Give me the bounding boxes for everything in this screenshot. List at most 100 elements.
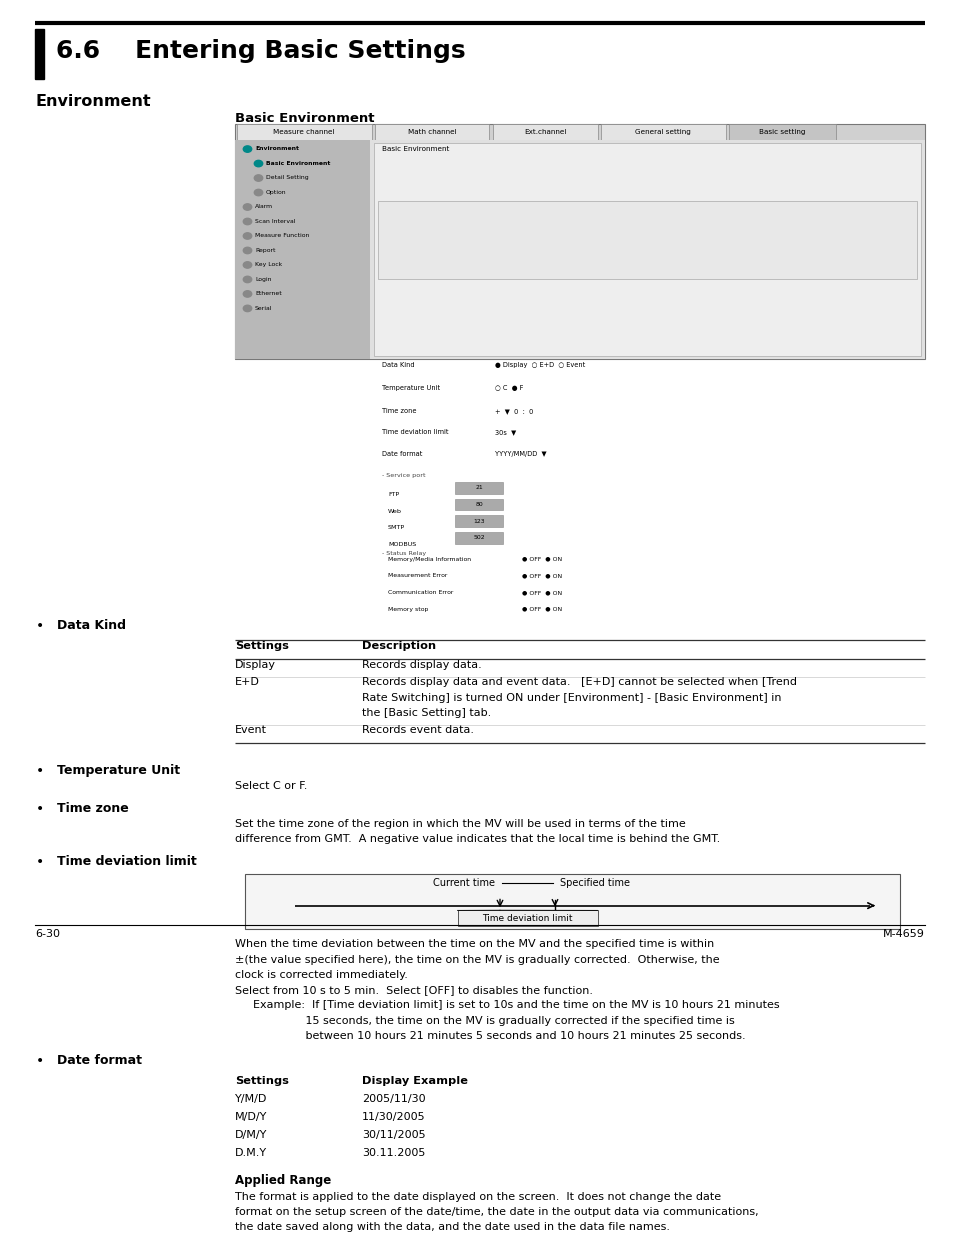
- Circle shape: [254, 189, 262, 195]
- Text: M-4659: M-4659: [882, 930, 924, 940]
- Bar: [455, 532, 502, 543]
- Text: Web: Web: [388, 509, 401, 514]
- Text: When the time deviation between the time on the MV and the specified time is wit: When the time deviation between the time…: [234, 940, 714, 950]
- Circle shape: [243, 232, 252, 240]
- Text: Settings: Settings: [234, 641, 289, 651]
- Circle shape: [243, 219, 252, 225]
- Text: D.M.Y: D.M.Y: [234, 1147, 267, 1158]
- Text: Measurement Error: Measurement Error: [388, 573, 447, 578]
- Bar: [599, 125, 724, 141]
- Text: 30s  ▼: 30s ▼: [495, 430, 516, 435]
- Text: Settings: Settings: [234, 1076, 289, 1086]
- Text: Memory stop: Memory stop: [388, 606, 428, 611]
- Text: Alarm: Alarm: [254, 204, 273, 209]
- Text: Data Kind: Data Kind: [381, 362, 415, 368]
- Bar: [457, 910, 597, 925]
- Text: Time zone: Time zone: [381, 408, 416, 414]
- Text: Login: Login: [254, 277, 272, 282]
- Text: Data Kind: Data Kind: [57, 619, 126, 632]
- Text: between 10 hours 21 minutes 5 seconds and 10 hours 21 minutes 25 seconds.: between 10 hours 21 minutes 5 seconds an…: [253, 1031, 745, 1041]
- Text: 30/11/2005: 30/11/2005: [361, 1130, 425, 1140]
- Text: Display Example: Display Example: [361, 1076, 468, 1086]
- Text: Example:  If [Time deviation limit] is set to 10s and the time on the MV is 10 h: Example: If [Time deviation limit] is se…: [253, 1000, 779, 1010]
- Text: •: •: [36, 764, 44, 778]
- Text: Basic setting: Basic setting: [758, 130, 804, 136]
- Text: Math channel: Math channel: [407, 130, 456, 136]
- Bar: [375, 125, 489, 141]
- Text: - Status Relay: - Status Relay: [381, 551, 426, 556]
- Text: MODBUS: MODBUS: [388, 542, 416, 547]
- Text: Measure Function: Measure Function: [254, 233, 309, 238]
- Text: 2005/11/30: 2005/11/30: [361, 1094, 425, 1104]
- Text: Set the time zone of the region in which the MV will be used in terms of the tim: Set the time zone of the region in which…: [234, 819, 685, 829]
- Text: Report: Report: [254, 247, 275, 253]
- Text: Basic Environment: Basic Environment: [381, 147, 449, 152]
- Text: ● OFF  ● ON: ● OFF ● ON: [521, 606, 561, 611]
- Text: ● OFF  ● ON: ● OFF ● ON: [521, 557, 561, 562]
- Bar: [234, 141, 370, 359]
- Text: Option: Option: [266, 190, 286, 195]
- Bar: [377, 201, 916, 279]
- Bar: [455, 482, 502, 494]
- Text: Select C or F.: Select C or F.: [234, 781, 307, 790]
- Bar: [370, 141, 924, 359]
- Text: Measure channel: Measure channel: [273, 130, 335, 136]
- Text: clock is corrected immediately.: clock is corrected immediately.: [234, 969, 408, 979]
- Text: FTP: FTP: [388, 492, 399, 496]
- Text: the [Basic Setting] tab.: the [Basic Setting] tab.: [361, 708, 491, 718]
- Text: 6.6    Entering Basic Settings: 6.6 Entering Basic Settings: [56, 38, 465, 63]
- Text: the date saved along with the data, and the date used in the data file names.: the date saved along with the data, and …: [234, 1223, 669, 1233]
- Text: The format is applied to the date displayed on the screen.  It does not change t: The format is applied to the date displa…: [234, 1192, 720, 1202]
- Text: Detail Setting: Detail Setting: [266, 175, 309, 180]
- Bar: [492, 125, 597, 141]
- Text: Basic Environment: Basic Environment: [234, 112, 375, 125]
- Text: 502: 502: [473, 536, 484, 541]
- Bar: [35, 28, 44, 79]
- Text: format on the setup screen of the date/time, the date in the output data via com: format on the setup screen of the date/t…: [234, 1207, 758, 1216]
- Text: Display: Display: [234, 659, 275, 669]
- Text: YYYY/MM/DD  ▼: YYYY/MM/DD ▼: [495, 451, 546, 457]
- Text: D/M/Y: D/M/Y: [234, 1130, 267, 1140]
- Text: Environment: Environment: [35, 94, 151, 109]
- Text: Basic Environment: Basic Environment: [266, 161, 330, 165]
- Text: Ethernet: Ethernet: [254, 291, 281, 296]
- Text: 21: 21: [475, 485, 482, 490]
- Text: •: •: [36, 619, 44, 634]
- Text: Time deviation limit: Time deviation limit: [57, 856, 196, 868]
- Text: •: •: [36, 856, 44, 869]
- Text: Key Lock: Key Lock: [254, 262, 282, 267]
- Circle shape: [243, 305, 252, 311]
- Circle shape: [243, 204, 252, 210]
- Text: 15 seconds, the time on the MV is gradually corrected if the specified time is: 15 seconds, the time on the MV is gradua…: [253, 1015, 734, 1025]
- Bar: [374, 143, 920, 356]
- Bar: [236, 125, 371, 141]
- Text: Records display data and event data.   [E+D] cannot be selected when [Trend: Records display data and event data. [E+…: [361, 678, 796, 688]
- Text: - Service port: - Service port: [381, 473, 425, 478]
- Text: 123: 123: [473, 519, 484, 524]
- Text: 11/30/2005: 11/30/2005: [361, 1112, 425, 1123]
- Text: Applied Range: Applied Range: [234, 1174, 331, 1187]
- Text: 80: 80: [475, 501, 482, 506]
- Bar: [245, 874, 899, 929]
- Text: Description: Description: [361, 641, 436, 651]
- Text: Time deviation limit: Time deviation limit: [381, 430, 448, 435]
- Text: ● OFF  ● ON: ● OFF ● ON: [521, 573, 561, 578]
- Bar: [455, 515, 502, 527]
- Circle shape: [243, 146, 252, 152]
- Text: Records event data.: Records event data.: [361, 725, 474, 736]
- Text: 30.11.2005: 30.11.2005: [361, 1147, 425, 1158]
- Text: Time zone: Time zone: [57, 802, 129, 815]
- Text: SMTP: SMTP: [388, 525, 405, 530]
- Text: +  ▼  0  :  0: + ▼ 0 : 0: [495, 408, 533, 414]
- Text: Y/M/D: Y/M/D: [234, 1094, 267, 1104]
- Text: Records display data.: Records display data.: [361, 659, 481, 669]
- Text: •: •: [36, 1053, 44, 1068]
- Text: ±(the value specified here), the time on the MV is gradually corrected.  Otherwi: ±(the value specified here), the time on…: [234, 955, 719, 965]
- Circle shape: [243, 277, 252, 283]
- Text: Specified time: Specified time: [559, 878, 629, 888]
- Text: Memory/Media Information: Memory/Media Information: [388, 557, 471, 562]
- Text: Temperature Unit: Temperature Unit: [381, 385, 439, 391]
- Text: Date format: Date format: [381, 451, 422, 457]
- Circle shape: [254, 161, 262, 167]
- Bar: [234, 125, 924, 359]
